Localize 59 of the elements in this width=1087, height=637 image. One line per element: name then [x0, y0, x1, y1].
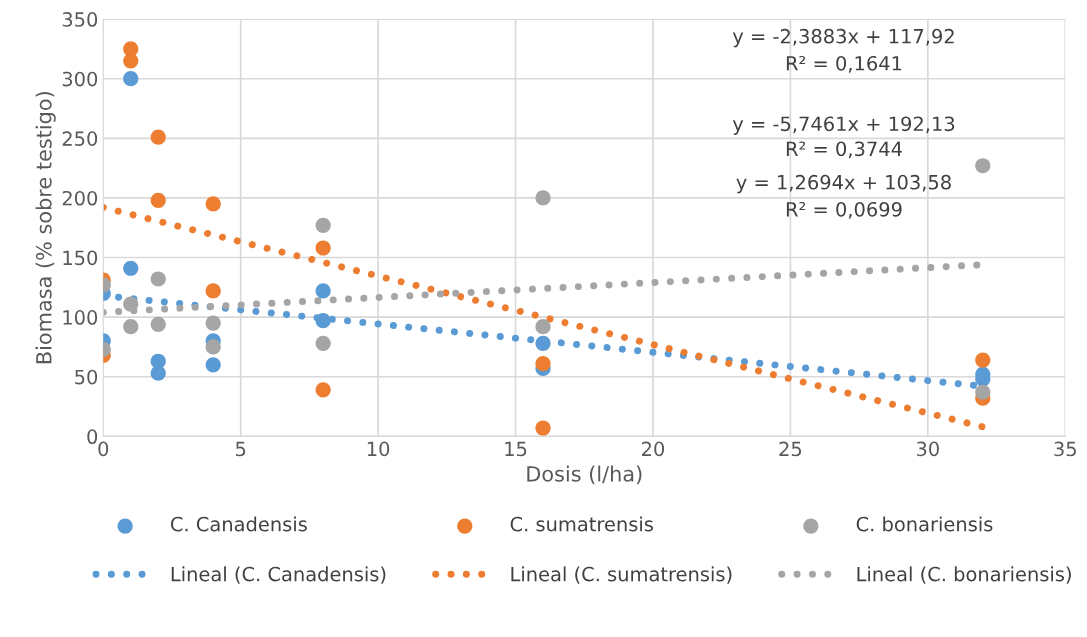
x-tick-label: 20	[642, 441, 665, 457]
point	[535, 190, 551, 206]
y-tick-label: 250	[62, 131, 98, 146]
point	[315, 217, 331, 233]
point	[535, 335, 551, 351]
annotation: y = -5,7461x + 192,13	[732, 116, 955, 135]
point	[150, 365, 166, 381]
point	[315, 313, 331, 329]
point	[150, 271, 166, 287]
point	[123, 260, 139, 276]
point	[150, 129, 166, 145]
annotation: y = -2,3883x + 117,92	[732, 28, 954, 48]
x-tick-label: 5	[236, 441, 246, 457]
point	[315, 240, 331, 256]
y-tick-label: 150	[63, 250, 98, 266]
x-tick-label: 35	[1054, 441, 1076, 457]
x-tick-label: 10	[367, 441, 390, 457]
legend-label: C. bonariensis	[856, 516, 993, 532]
point	[123, 319, 139, 335]
x-tick-label: 30	[916, 441, 939, 457]
point	[535, 356, 551, 372]
annotation: y = 1,2694x + 103,58	[736, 174, 951, 194]
point	[205, 315, 221, 331]
point	[535, 420, 551, 436]
annotation: R² = 0,1641	[786, 55, 902, 73]
point	[123, 296, 139, 312]
y-tick-label: 50	[75, 369, 98, 385]
legend-label: Lineal (C. Canadensis)	[171, 566, 386, 584]
point	[975, 158, 991, 174]
annotation: R² = 0,3744	[786, 141, 902, 159]
point	[150, 316, 166, 332]
point	[315, 382, 331, 398]
y-tick-label: 200	[62, 190, 98, 206]
point	[205, 357, 221, 373]
point	[975, 384, 991, 400]
x-tick-label: 0	[98, 441, 109, 457]
legend-label: C. Canadensis	[170, 516, 307, 532]
x-tick-label: 25	[779, 441, 802, 457]
y-tick-label: 300	[62, 71, 98, 87]
point	[975, 352, 991, 368]
x-axis-title: Dosis (l/ha)	[527, 465, 642, 485]
point	[123, 71, 139, 87]
point	[205, 196, 221, 212]
point	[315, 335, 331, 351]
point	[535, 319, 551, 335]
legend-label: Lineal (C. sumatrensis)	[511, 566, 732, 584]
x-tick-label: 15	[505, 441, 527, 457]
y-axis-title: Biomasa (% sobre testigo)	[35, 92, 56, 364]
y-tick-label: 0	[87, 429, 98, 445]
point	[205, 283, 221, 299]
point	[150, 192, 166, 208]
legend-label: Lineal (C. bonariensis)	[857, 566, 1071, 584]
y-tick-label: 100	[63, 310, 98, 325]
point	[205, 339, 221, 355]
point	[315, 283, 331, 299]
y-tick-label: 350	[62, 12, 98, 27]
annotation: R² = 0,0699	[786, 201, 902, 219]
point	[123, 53, 139, 69]
legend-label: C. sumatrensis	[510, 516, 653, 532]
